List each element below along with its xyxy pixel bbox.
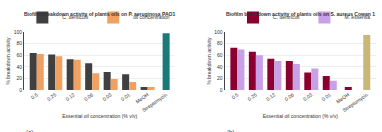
svg-text:40: 40	[217, 64, 223, 70]
svg-text:0: 0	[19, 87, 22, 93]
svg-text:60: 60	[217, 52, 223, 58]
svg-text:Streptomycin: Streptomycin	[341, 91, 369, 113]
svg-text:0.01: 0.01	[320, 91, 332, 102]
svg-text:0.25: 0.25	[246, 91, 258, 102]
svg-text:0: 0	[220, 87, 223, 93]
svg-text:Biofilm breakdown activity of: Biofilm breakdown activity of plants oil…	[24, 11, 175, 17]
svg-text:Essential oil concentration (%: Essential oil concentration (% v/v)	[263, 113, 338, 119]
svg-text:Biofilm breakdown activity of: Biofilm breakdown activity of plants oil…	[226, 11, 375, 17]
svg-text:MeOH: MeOH	[134, 91, 150, 104]
svg-text:0.03: 0.03	[101, 91, 113, 102]
svg-text:C. dentriculi: C. dentriculi	[273, 14, 299, 20]
svg-text:% breakdown activity: % breakdown activity	[206, 37, 212, 84]
svg-text:0.12: 0.12	[64, 91, 76, 102]
svg-text:0.25: 0.25	[46, 91, 58, 102]
svg-text:0.06: 0.06	[83, 91, 95, 102]
svg-text:80: 80	[217, 40, 223, 46]
svg-text:40: 40	[16, 64, 22, 70]
svg-text:80: 80	[16, 40, 22, 46]
svg-text:60: 60	[16, 52, 22, 58]
svg-text:MeOH: MeOH	[335, 91, 351, 104]
svg-text:0.01: 0.01	[120, 91, 132, 102]
svg-text:0.5: 0.5	[30, 91, 39, 100]
svg-text:(a): (a)	[26, 129, 33, 132]
svg-text:0.12: 0.12	[265, 91, 277, 102]
svg-text:20: 20	[16, 75, 22, 81]
svg-text:oil concentration: oil concentration	[133, 14, 170, 20]
svg-text:% breakdown activity: % breakdown activity	[5, 37, 11, 84]
svg-text:0.5: 0.5	[230, 91, 239, 100]
svg-text:Essential oil concentration (%: Essential oil concentration (% v/v)	[62, 113, 137, 119]
svg-text:100: 100	[214, 29, 223, 35]
svg-text:20: 20	[217, 75, 223, 81]
svg-text:C. denticulli: C. denticulli	[62, 14, 88, 20]
svg-text:100: 100	[14, 29, 23, 35]
svg-text:0.03: 0.03	[302, 91, 314, 102]
svg-text:(b): (b)	[227, 129, 234, 132]
svg-text:0.06: 0.06	[283, 91, 295, 102]
svg-text:Streptomycin: Streptomycin	[141, 91, 169, 113]
svg-text:M. essentia: M. essentia	[344, 14, 370, 20]
